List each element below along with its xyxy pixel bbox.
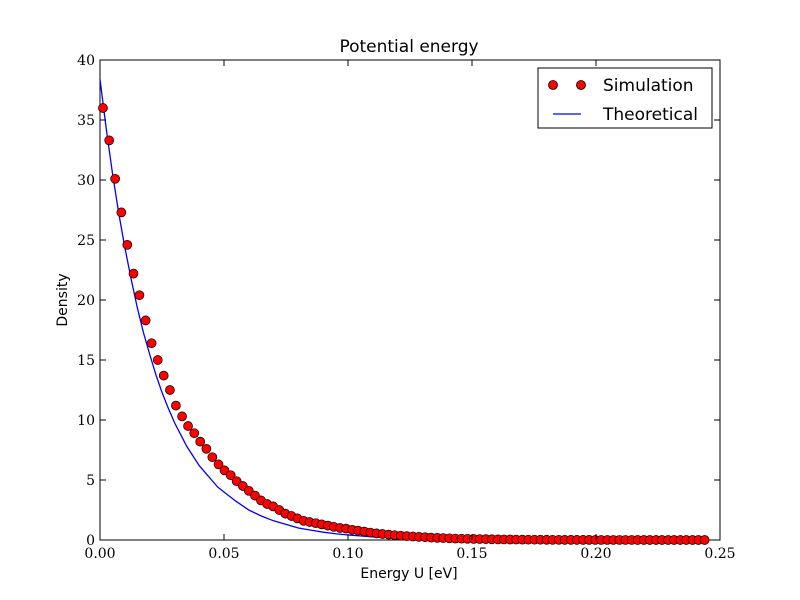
- y-tick-label: 30: [77, 173, 95, 189]
- simulation-point: [171, 400, 181, 411]
- simulation-point: [98, 103, 108, 113]
- legend-simulation-marker-2: [576, 80, 586, 90]
- simulation-point: [152, 355, 163, 365]
- plot-area: [99, 59, 721, 541]
- x-tick-label: 0.00: [84, 546, 115, 562]
- y-tick-label: 0: [86, 533, 95, 549]
- y-tick-label: 35: [77, 113, 95, 129]
- y-tick-label: 10: [77, 413, 95, 429]
- simulation-point: [146, 338, 157, 349]
- simulation-point: [165, 385, 175, 395]
- simulation-point: [225, 470, 236, 481]
- x-tick-label: 0.25: [704, 546, 735, 562]
- y-tick-label: 15: [77, 353, 95, 369]
- simulation-point: [177, 411, 187, 422]
- simulation-point: [128, 268, 139, 279]
- y-tick-label: 40: [77, 53, 95, 69]
- legend-simulation-label: Simulation: [603, 76, 694, 96]
- x-tick-label: 0.15: [456, 546, 487, 562]
- simulation-point: [183, 421, 193, 431]
- simulation-point: [140, 315, 151, 326]
- simulation-point: [110, 173, 120, 184]
- x-tick-label: 0.20: [580, 546, 611, 562]
- simulation-point: [134, 290, 145, 301]
- legend-theoretical-label: Theoretical: [602, 105, 698, 125]
- chart-title: Potential energy: [339, 37, 478, 57]
- legend-box: [537, 67, 713, 129]
- y-axis-label: Density: [55, 273, 71, 326]
- x-axis-label: Energy U [eV]: [360, 566, 457, 582]
- y-tick-label: 5: [86, 473, 95, 489]
- marks-layer: [98, 79, 710, 545]
- simulation-point: [104, 135, 115, 146]
- simulation-point: [201, 443, 212, 454]
- y-tick-label: 25: [77, 233, 95, 249]
- y-tick-label: 20: [77, 293, 95, 309]
- simulation-point: [195, 436, 206, 447]
- legend: Simulation Theoretical: [537, 67, 713, 129]
- legend-simulation-marker-1: [548, 80, 558, 90]
- simulation-point: [189, 428, 200, 439]
- simulation-point: [122, 239, 133, 250]
- x-tick-label: 0.05: [208, 546, 239, 562]
- x-tick-label: 0.10: [332, 546, 363, 562]
- ticks-layer: 0.00 0.05 0.10 0.15 0.20 0.25 0 5 10 15 20 25 30 35 40: [77, 53, 735, 562]
- simulation-point: [158, 370, 169, 381]
- simulation-point: [207, 452, 218, 463]
- simulation-point: [116, 207, 127, 218]
- simulation-point: [213, 459, 224, 470]
- simulation-point: [699, 535, 710, 545]
